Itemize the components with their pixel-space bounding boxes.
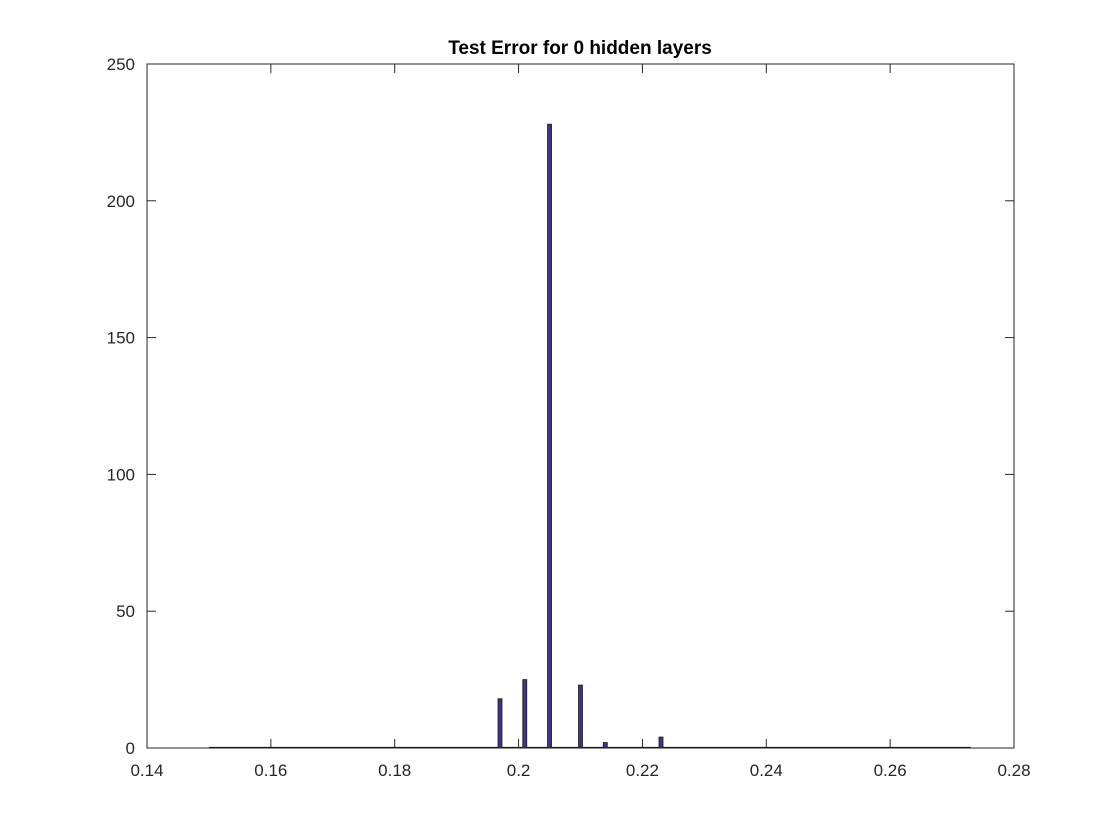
x-tick-label: 0.26 xyxy=(874,761,907,780)
chart-title: Test Error for 0 hidden layers xyxy=(448,38,712,59)
y-tick-label: 200 xyxy=(107,192,135,211)
y-tick-label: 50 xyxy=(116,602,135,621)
y-tick-label: 0 xyxy=(126,739,135,758)
histogram-bar xyxy=(522,679,528,749)
axes-box xyxy=(146,63,1015,749)
y-tick-label: 250 xyxy=(107,55,135,74)
x-tick-label: 0.24 xyxy=(750,761,783,780)
x-tick-label: 0.2 xyxy=(507,761,531,780)
y-tick-label: 150 xyxy=(107,329,135,348)
histogram-bar xyxy=(658,736,664,749)
x-tick-label: 0.14 xyxy=(130,761,163,780)
histogram-bar xyxy=(547,123,552,749)
x-tick-label: 0.16 xyxy=(254,761,287,780)
x-tick-label: 0.22 xyxy=(626,761,659,780)
histogram-bar xyxy=(497,698,503,749)
x-tick-label: 0.18 xyxy=(378,761,411,780)
y-tick-label: 100 xyxy=(107,465,135,484)
histogram-bar xyxy=(602,742,608,749)
plot-area: 0.14 0.16 0.18 0.2 0.22 0.24 0.26 0.28 0 50 100 150… xyxy=(107,55,1031,780)
x-tick-label: 0.28 xyxy=(997,761,1030,780)
histogram-bar xyxy=(578,684,583,749)
